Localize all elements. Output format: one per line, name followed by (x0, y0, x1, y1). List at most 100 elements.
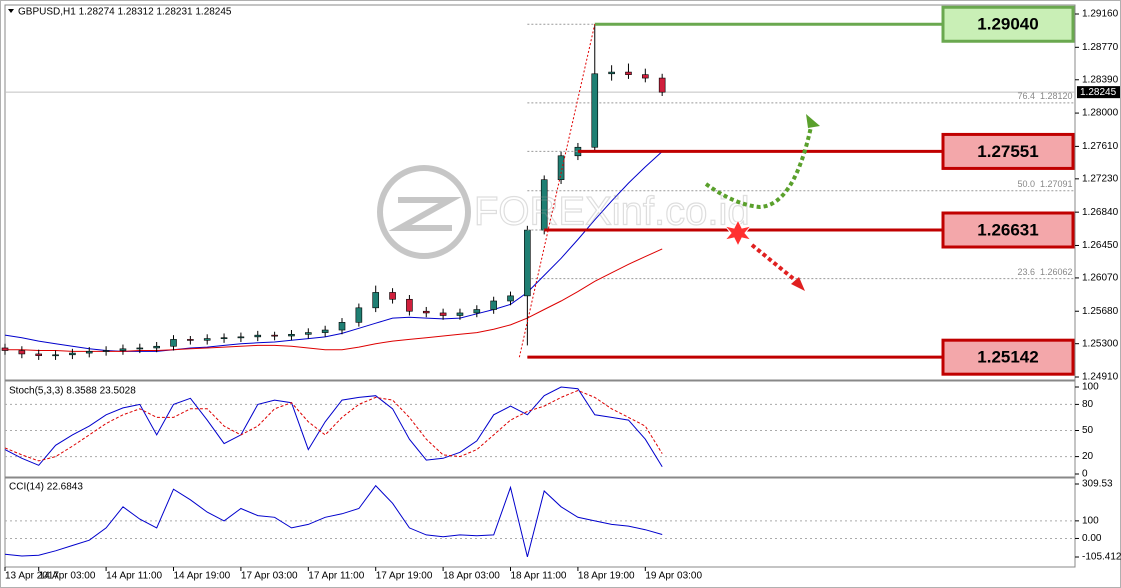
candle-body (203, 338, 211, 341)
x-tick-label: 19 Apr 03:00 (645, 571, 702, 582)
y-tick-label: 1.28390 (1082, 74, 1119, 85)
candle-body (288, 333, 295, 337)
candle-body (69, 352, 76, 356)
candle-body (473, 309, 481, 314)
indicator-line (4, 484, 663, 558)
candle-body (1, 347, 9, 351)
y-tick-label: 1.26450 (1082, 240, 1119, 251)
candle-body (237, 336, 245, 339)
candle-body (490, 300, 497, 310)
down-arrow-head (791, 277, 805, 291)
down-arrow (750, 243, 797, 282)
x-tick-label: 17 Apr 03:00 (241, 571, 298, 582)
watermark-logo (388, 197, 462, 231)
level-box (941, 211, 1075, 249)
watermark-logo (377, 165, 471, 259)
y-tick-label: 1.25300 (1082, 338, 1119, 349)
x-tick-label: 17 Apr 19:00 (376, 571, 433, 582)
candle-body (85, 351, 93, 354)
y-tick-label: 80 (1082, 399, 1094, 410)
candle-body (507, 295, 514, 302)
up-arrow-head (806, 114, 820, 128)
candle-body (524, 229, 531, 297)
fib-price: 1.28120 (1040, 91, 1073, 101)
candle-body (18, 350, 26, 355)
level-label: 1.26631 (977, 220, 1038, 239)
watermark-text: FOREXinf.co.id (474, 190, 750, 234)
candle-body (254, 334, 262, 338)
candle-body (557, 155, 565, 180)
candle-body (625, 71, 632, 75)
candle-body (102, 350, 110, 352)
panel-frame (4, 477, 1076, 568)
fib-price: 1.26062 (1040, 267, 1073, 277)
candle-body (372, 292, 380, 309)
candle-body (271, 334, 278, 337)
level-label: 1.29040 (977, 15, 1038, 34)
level-label: 1.27551 (977, 142, 1038, 161)
candle-body (456, 312, 464, 316)
current-price-label: 1.28245 (1080, 87, 1117, 98)
y-tick-label: 1.24910 (1082, 372, 1119, 383)
fib-level: 23.6 (1017, 267, 1035, 277)
y-tick-label: 100 (1082, 516, 1099, 527)
y-tick-label: 1.27230 (1082, 173, 1119, 184)
up-arrow (704, 121, 814, 210)
y-tick-label: 50 (1082, 425, 1094, 436)
candle-body (52, 354, 59, 357)
candle-body (591, 73, 599, 148)
candle-body (187, 339, 194, 341)
y-tick-label: 1.28770 (1082, 42, 1119, 53)
y-tick-label: 100 (1082, 382, 1099, 393)
current-price-box (1077, 86, 1120, 99)
candle-body (422, 310, 430, 314)
level-box (941, 5, 1075, 43)
candle-body (35, 353, 43, 356)
y-tick-label: 1.28000 (1082, 108, 1119, 119)
level-label: 1.25142 (977, 348, 1038, 367)
indicator-title: Stoch(5,3,3) 8.3588 23.5028 (9, 386, 136, 397)
candle-body (119, 348, 127, 351)
y-tick-label: 0.00 (1082, 533, 1102, 544)
candle-body (608, 71, 615, 75)
x-tick-label: 13 Apr 2017 (5, 571, 59, 582)
y-tick-label: 1.25680 (1082, 306, 1119, 317)
x-tick-label: 18 Apr 19:00 (578, 571, 635, 582)
menu-icon (8, 9, 14, 13)
candle-body (136, 347, 144, 350)
candle-body (389, 292, 396, 300)
level-box (941, 338, 1075, 376)
candle-body (170, 339, 177, 347)
indicator-line (4, 386, 663, 467)
panel-frame (4, 4, 1076, 381)
indicator-line (4, 389, 663, 462)
candle-body (305, 332, 312, 335)
x-tick-label: 18 Apr 03:00 (443, 571, 500, 582)
y-tick-label: 0 (1082, 469, 1088, 480)
fib-level: 76.4 (1017, 91, 1035, 101)
panel-frame (4, 380, 1076, 478)
arrows (704, 114, 820, 291)
indicator-line (5, 248, 663, 352)
y-tick-label: 20 (1082, 451, 1094, 462)
candle-body (439, 312, 447, 316)
x-tick-label: 18 Apr 11:00 (511, 571, 567, 582)
candle-body (153, 345, 160, 349)
candle-body (321, 329, 329, 333)
fib-diagonal (518, 24, 596, 358)
y-tick-label: 1.26840 (1082, 207, 1119, 218)
y-tick-label: 1.29160 (1082, 9, 1119, 20)
candle-body (642, 74, 649, 79)
cross-marker (723, 218, 753, 248)
x-tick-label: 14 Apr 11:00 (106, 571, 162, 582)
y-tick-label: -105.4125 (1082, 552, 1121, 563)
level-box (941, 132, 1075, 170)
y-tick-label: 309.53 (1082, 479, 1113, 490)
watermark: FOREXinf.co.id (377, 165, 750, 259)
x-tick-label: 14 Apr 03:00 (39, 571, 96, 582)
y-tick-label: 1.26070 (1082, 273, 1119, 284)
candle-body (338, 322, 346, 331)
fib-level: 50.0 (1017, 179, 1035, 189)
